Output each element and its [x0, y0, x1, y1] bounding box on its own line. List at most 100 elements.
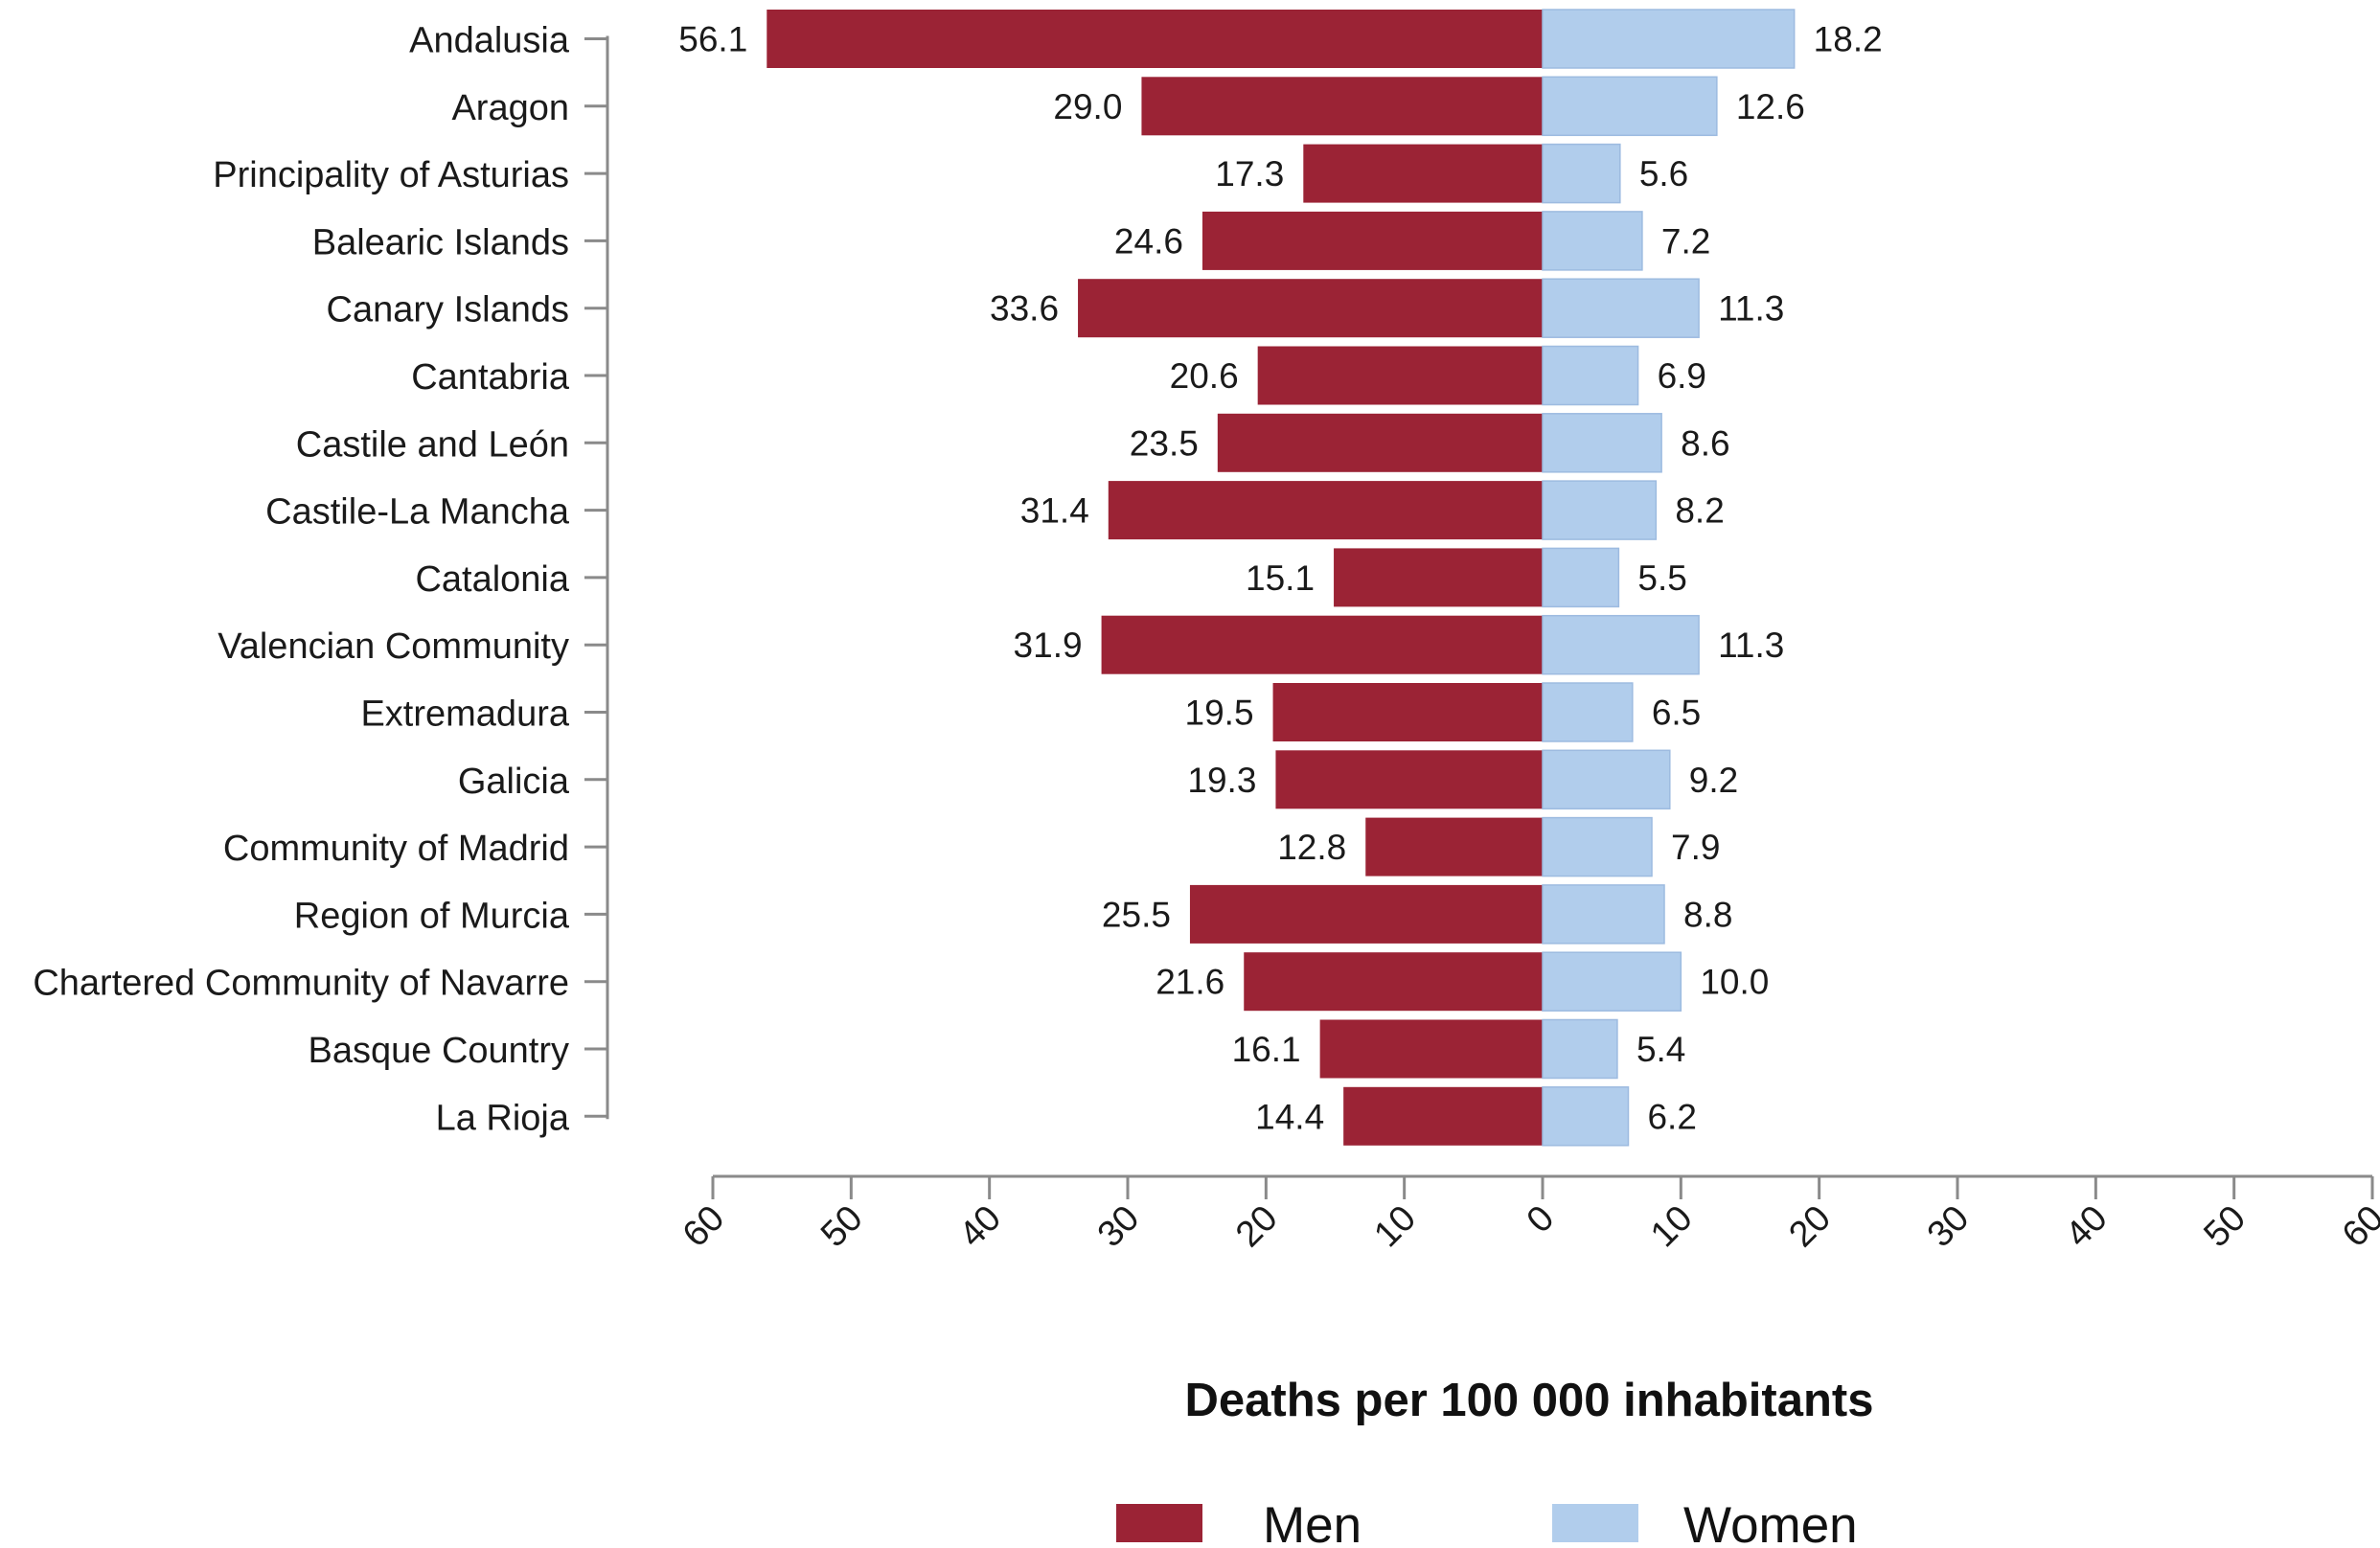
category-label-andalusia: Andalusia [409, 21, 570, 61]
value-label-women-aragon: 12.6 [1736, 87, 1805, 126]
value-label-men-cantabria: 20.6 [1170, 356, 1239, 396]
x-tick-label: 60 [675, 1198, 733, 1256]
category-label-la-rioja: La Rioja [436, 1098, 570, 1138]
value-label-men-la-rioja: 14.4 [1255, 1097, 1324, 1136]
value-label-women-basque-country: 5.4 [1636, 1030, 1685, 1069]
legend-men-label: Men [1263, 1497, 1362, 1548]
category-label-region-of-murcia: Region of Murcia [294, 896, 570, 936]
value-label-women-chartered-community-of-navarre: 10.0 [1700, 963, 1769, 1002]
legend-men-swatch [1116, 1504, 1202, 1542]
value-label-men-balearic-islands: 24.6 [1114, 221, 1183, 261]
value-label-women-extremadura: 6.5 [1652, 694, 1701, 733]
category-label-chartered-community-of-navarre: Chartered Community of Navarre [33, 964, 569, 1004]
category-label-extremadura: Extremadura [360, 694, 569, 735]
x-axis: 60 50 40 30 20 10 0 10 20 30 40 50 60 [675, 1174, 2380, 1256]
category-label-canary-islands: Canary Islands [327, 290, 569, 330]
x-tick-label: 50 [813, 1198, 871, 1256]
bar-men-region-of-murcia [1189, 884, 1543, 944]
value-label-women-catalonia: 5.5 [1637, 558, 1686, 598]
bar-women-galicia [1542, 749, 1671, 810]
bar-women-catalonia [1542, 547, 1620, 608]
bar-men-aragon [1141, 77, 1543, 136]
value-label-men-extremadura: 19.5 [1185, 694, 1254, 733]
x-tick-label: 0 [1520, 1198, 1563, 1241]
value-label-women-cantabria: 6.9 [1658, 356, 1706, 396]
category-label-cantabria: Cantabria [411, 357, 570, 398]
value-label-women-castile-la-mancha: 8.2 [1675, 491, 1724, 531]
y-axis: Andalusia Aragon Principality of Asturias B… [33, 21, 609, 1138]
value-labels: 56.1 18.2 29.0 12.6 17.3 5.6 24.6 7.2 33.6 11.3 20… [678, 20, 1882, 1137]
value-label-women-castile-and-leon: 8.6 [1681, 423, 1729, 463]
category-label-castile-and-leon: Castile and León [296, 424, 569, 465]
bar-men-canary-islands [1078, 279, 1543, 338]
value-label-women-valencian-community: 11.3 [1718, 626, 1784, 665]
category-label-principality-of-asturias: Principality of Asturias [213, 155, 569, 195]
x-tick-label: 40 [2058, 1198, 2116, 1256]
bar-women-la-rioja [1542, 1086, 1630, 1147]
value-label-women-galicia: 9.2 [1689, 761, 1738, 800]
bar-men-la-rioja [1343, 1086, 1543, 1146]
value-label-men-galicia: 19.3 [1187, 761, 1256, 800]
legend-women-label: Women [1683, 1497, 1858, 1548]
bar-women-valencian-community [1542, 614, 1700, 675]
x-tick-label: 40 [951, 1198, 1009, 1256]
value-label-men-canary-islands: 33.6 [990, 289, 1059, 329]
value-label-men-andalusia: 56.1 [678, 20, 747, 59]
value-label-men-catalonia: 15.1 [1246, 558, 1315, 598]
bar-women-balearic-islands [1542, 211, 1643, 271]
bar-men-basque-country [1319, 1019, 1543, 1079]
bar-women-castile-and-leon [1542, 413, 1662, 473]
bar-men-galicia [1275, 750, 1543, 809]
category-label-balearic-islands: Balearic Islands [312, 222, 569, 262]
value-label-men-aragon: 29.0 [1053, 87, 1122, 126]
value-label-men-castile-and-leon: 23.5 [1130, 423, 1199, 463]
bar-men-castile-and-leon [1217, 413, 1543, 472]
bar-men-catalonia [1334, 548, 1543, 607]
x-tick-label: 10 [1643, 1198, 1701, 1256]
legend-women-swatch [1552, 1504, 1638, 1542]
bar-women-basque-country [1542, 1018, 1618, 1080]
x-tick-label: 30 [1090, 1198, 1148, 1256]
category-label-galicia: Galicia [458, 762, 570, 802]
value-label-women-balearic-islands: 7.2 [1661, 221, 1710, 261]
x-tick-label: 20 [1228, 1198, 1286, 1256]
value-label-men-region-of-murcia: 25.5 [1102, 895, 1171, 934]
bar-women-community-of-madrid [1542, 816, 1653, 877]
value-label-men-castile-la-mancha: 31.4 [1020, 491, 1089, 531]
bar-women-chartered-community-of-navarre [1542, 951, 1682, 1012]
x-tick-label: 20 [1781, 1198, 1839, 1256]
category-label-catalonia: Catalonia [415, 559, 569, 600]
bar-women-aragon [1542, 76, 1718, 137]
bars [767, 9, 1796, 1147]
bar-women-region-of-murcia [1542, 884, 1665, 945]
value-label-women-la-rioja: 6.2 [1647, 1097, 1696, 1136]
category-label-valencian-community: Valencian Community [217, 626, 569, 667]
value-label-women-community-of-madrid: 7.9 [1671, 828, 1720, 867]
x-tick-label: 60 [2335, 1198, 2380, 1256]
value-label-women-canary-islands: 11.3 [1718, 289, 1784, 329]
bar-women-andalusia [1542, 9, 1796, 69]
value-label-men-chartered-community-of-navarre: 21.6 [1156, 963, 1224, 1002]
bar-women-principality-of-asturias [1542, 143, 1621, 204]
bar-women-extremadura [1542, 682, 1634, 742]
value-label-men-basque-country: 16.1 [1232, 1030, 1301, 1069]
bar-men-chartered-community-of-navarre [1244, 952, 1543, 1012]
bar-women-canary-islands [1542, 278, 1700, 338]
bar-men-castile-la-mancha [1108, 481, 1543, 540]
category-label-castile-la-mancha: Castile-La Mancha [265, 492, 570, 533]
category-label-aragon: Aragon [451, 88, 569, 128]
bar-women-cantabria [1542, 345, 1639, 406]
value-label-women-region-of-murcia: 8.8 [1683, 895, 1732, 934]
value-label-women-principality-of-asturias: 5.6 [1639, 154, 1688, 194]
x-tick-label: 50 [2196, 1198, 2254, 1256]
legend: Men Women [1116, 1497, 1858, 1548]
value-label-women-andalusia: 18.2 [1814, 20, 1883, 59]
category-label-community-of-madrid: Community of Madrid [223, 829, 569, 869]
category-label-basque-country: Basque Country [309, 1031, 570, 1071]
x-tick-label: 30 [1920, 1198, 1978, 1256]
bar-men-community-of-madrid [1365, 817, 1543, 876]
value-label-men-valencian-community: 31.9 [1014, 626, 1083, 665]
bar-women-castile-la-mancha [1542, 480, 1658, 540]
bar-men-extremadura [1272, 683, 1543, 741]
